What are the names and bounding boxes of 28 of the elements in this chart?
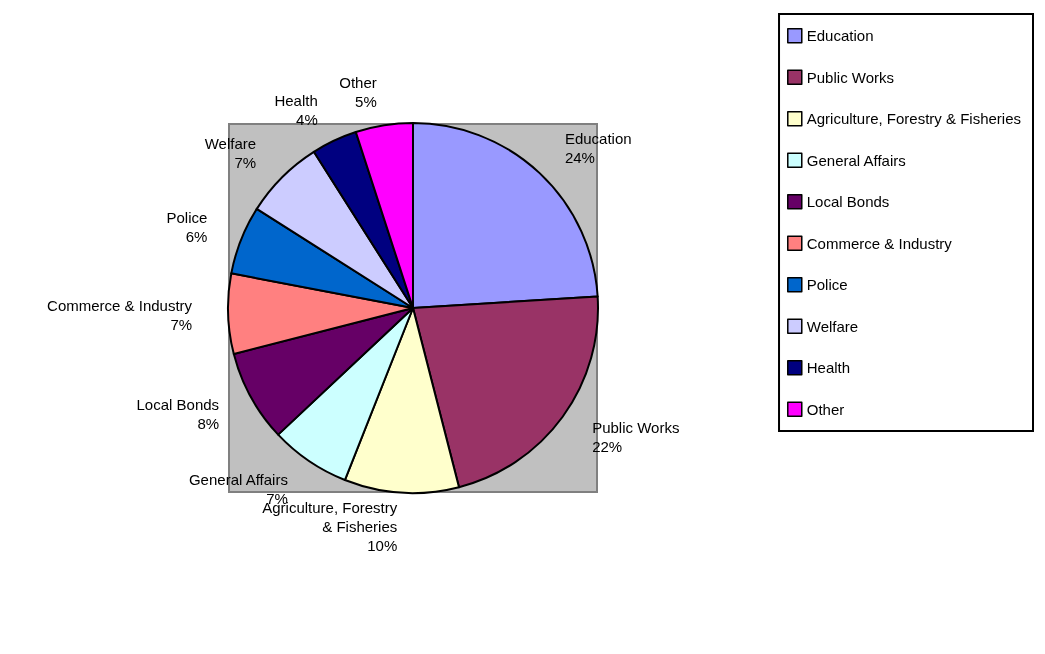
slice-label: Police: [166, 209, 208, 227]
slice-label: Public Works: [592, 418, 680, 436]
data-label: 10%: [367, 537, 398, 555]
legend-label: Public Works: [806, 68, 895, 86]
slice-label: Education: [564, 130, 632, 148]
legend-label: Health: [806, 359, 851, 377]
data-label: 6%: [185, 228, 208, 246]
legend-label: Education: [806, 27, 874, 45]
data-label: 7%: [170, 315, 193, 333]
legend-label: Welfare: [806, 317, 859, 335]
data-label: 5%: [355, 92, 377, 110]
legend-label: Agriculture, Forestry & Fisheries: [806, 110, 1022, 128]
legend-label: Other: [806, 400, 845, 418]
slice-label: Health: [274, 91, 318, 109]
slice-label: General Affairs: [188, 471, 288, 489]
data-label: 22%: [592, 437, 623, 455]
slice-label: Welfare: [204, 135, 257, 153]
data-label: 24%: [564, 149, 595, 167]
legend-label: General Affairs: [806, 151, 906, 169]
slice-label: Other: [339, 73, 377, 91]
slice-label: Commerce & Industry: [47, 296, 193, 314]
data-label: 8%: [197, 414, 220, 432]
data-label: 7%: [234, 154, 257, 172]
legend-label: Local Bonds: [806, 193, 890, 211]
data-label: 4%: [296, 110, 318, 128]
legend-label: Commerce & Industry: [806, 234, 953, 252]
slice-label: Local Bonds: [136, 395, 220, 413]
legend-label: Police: [806, 276, 848, 294]
